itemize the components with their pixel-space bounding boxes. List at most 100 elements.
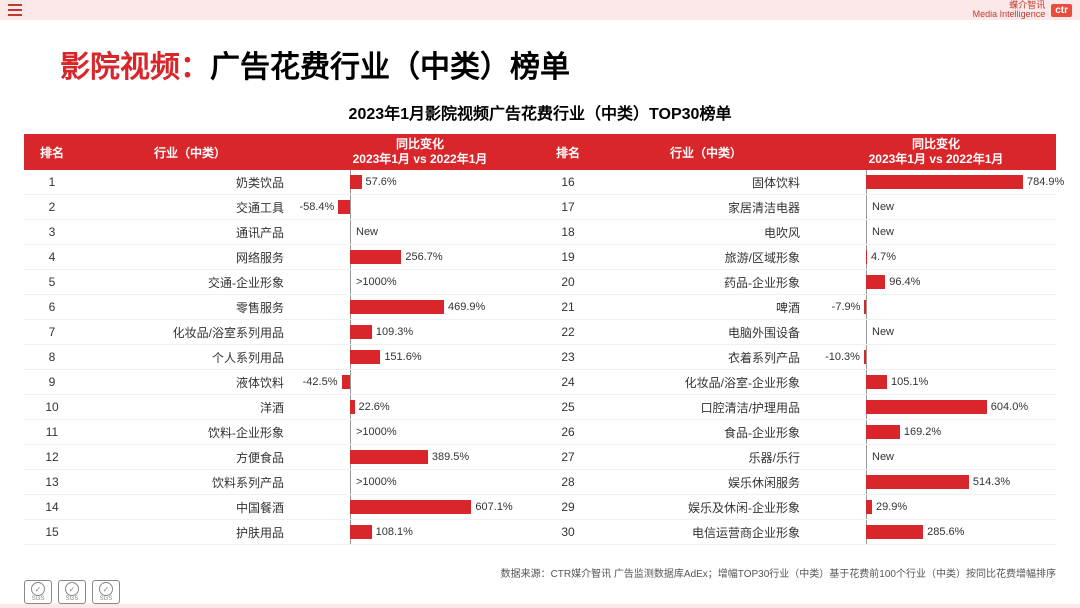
cell-change: 4.7% [816, 245, 1056, 269]
cell-change: 169.2% [816, 420, 1056, 444]
cell-change: 22.6% [300, 395, 540, 419]
table-row: 24化妆品/浴室-企业形象105.1% [540, 370, 1056, 395]
cell-rank: 13 [24, 475, 80, 489]
value-label: 169.2% [900, 426, 941, 438]
cell-rank: 24 [540, 375, 596, 389]
cell-rank: 22 [540, 325, 596, 339]
table-row: 14中国餐酒607.1% [24, 495, 540, 520]
cell-rank: 26 [540, 425, 596, 439]
cell-change: 57.6% [300, 170, 540, 194]
cell-industry: 旅游/区域形象 [596, 249, 816, 266]
th-industry: 行业（中类） [596, 144, 816, 161]
cell-change: 469.9% [300, 295, 540, 319]
brand-en: Media Intelligence [973, 10, 1046, 19]
cell-industry: 网络服务 [80, 249, 300, 266]
cell-rank: 11 [24, 425, 80, 439]
cell-industry: 固体饮料 [596, 174, 816, 191]
bar-positive [866, 425, 900, 439]
value-label: -58.4% [299, 201, 334, 213]
cell-rank: 15 [24, 525, 80, 539]
bar-positive [350, 325, 372, 339]
cell-rank: 1 [24, 175, 80, 189]
table-row: 20药品-企业形象96.4% [540, 270, 1056, 295]
cell-change: 108.1% [300, 520, 540, 544]
value-label: New [868, 326, 894, 338]
th-rank: 排名 [540, 144, 596, 161]
table-row: 30电信运营商企业形象285.6% [540, 520, 1056, 545]
sgs-badges: ✓SGS✓SGS✓SGS [24, 580, 120, 604]
cell-rank: 19 [540, 250, 596, 264]
cell-industry: 药品-企业形象 [596, 274, 816, 291]
value-label: 784.9% [1023, 176, 1064, 188]
cell-change: 256.7% [300, 245, 540, 269]
cell-rank: 30 [540, 525, 596, 539]
table-row: 7化妆品/浴室系列用品109.3% [24, 320, 540, 345]
value-label: 469.9% [444, 301, 485, 313]
cell-change: New [816, 445, 1056, 469]
bar-positive [866, 400, 987, 414]
bar-positive [866, 475, 969, 489]
th-change: 同比变化 2023年1月 vs 2022年1月 [300, 135, 540, 169]
cell-industry: 衣着系列产品 [596, 349, 816, 366]
cell-change: 96.4% [816, 270, 1056, 294]
sgs-badge: ✓SGS [58, 580, 86, 604]
cell-rank: 12 [24, 450, 80, 464]
cell-industry: 方便食品 [80, 449, 300, 466]
table-row: 5交通-企业形象>1000% [24, 270, 540, 295]
sgs-badge: ✓SGS [92, 580, 120, 604]
bar-negative [864, 350, 866, 364]
cell-change: 29.9% [816, 495, 1056, 519]
value-label: >1000% [352, 276, 397, 288]
bar-positive [866, 375, 887, 389]
cell-change: -10.3% [816, 345, 1056, 369]
bar-positive [350, 450, 428, 464]
cell-industry: 零售服务 [80, 299, 300, 316]
cell-change: >1000% [300, 270, 540, 294]
th-industry: 行业（中类） [80, 144, 300, 161]
value-label: 151.6% [380, 351, 421, 363]
cell-change: 151.6% [300, 345, 540, 369]
cell-industry: 电吹风 [596, 224, 816, 241]
cell-rank: 2 [24, 200, 80, 214]
table-row: 13饮料系列产品>1000% [24, 470, 540, 495]
table-row: 1奶类饮品 57.6% [24, 170, 540, 195]
bar-negative [864, 300, 866, 314]
table-row: 29娱乐及休闲-企业形象29.9% [540, 495, 1056, 520]
cell-industry: 奶类饮品 [80, 174, 300, 191]
title-red: 影院视频： [60, 51, 210, 84]
cell-rank: 5 [24, 275, 80, 289]
bottom-bar [0, 604, 1080, 608]
cell-industry: 啤酒 [596, 299, 816, 316]
bar-positive [350, 175, 362, 189]
bar-positive [350, 300, 444, 314]
bar-negative [342, 375, 351, 389]
value-label: 109.3% [372, 326, 413, 338]
table-row: 19旅游/区域形象4.7% [540, 245, 1056, 270]
cell-change: 604.0% [816, 395, 1056, 419]
cell-change: -7.9% [816, 295, 1056, 319]
table-row: 16固体饮料784.9% [540, 170, 1056, 195]
menu-icon[interactable] [8, 4, 22, 16]
brand: 蝶介智讯 Media Intelligence ctr [973, 1, 1072, 19]
bar-positive [350, 250, 401, 264]
sgs-badge: ✓SGS [24, 580, 52, 604]
cell-change: >1000% [300, 470, 540, 494]
cell-rank: 7 [24, 325, 80, 339]
cell-industry: 饮料-企业形象 [80, 424, 300, 441]
cell-change: 389.5% [300, 445, 540, 469]
value-label: >1000% [352, 426, 397, 438]
value-label: 96.4% [885, 276, 920, 288]
cell-rank: 6 [24, 300, 80, 314]
value-label: 22.6% [355, 401, 390, 413]
table-row: 10洋酒22.6% [24, 395, 540, 420]
table-row: 3通讯产品New [24, 220, 540, 245]
table-row: 26食品-企业形象169.2% [540, 420, 1056, 445]
table-row: 21啤酒-7.9% [540, 295, 1056, 320]
value-label: 607.1% [471, 501, 512, 513]
table-row: 8个人系列用品151.6% [24, 345, 540, 370]
value-label: 57.6% [362, 176, 397, 188]
cell-industry: 交通工具 [80, 199, 300, 216]
cell-change: >1000% [300, 420, 540, 444]
cell-change: New [816, 220, 1056, 244]
table-row: 27乐器/乐行New [540, 445, 1056, 470]
